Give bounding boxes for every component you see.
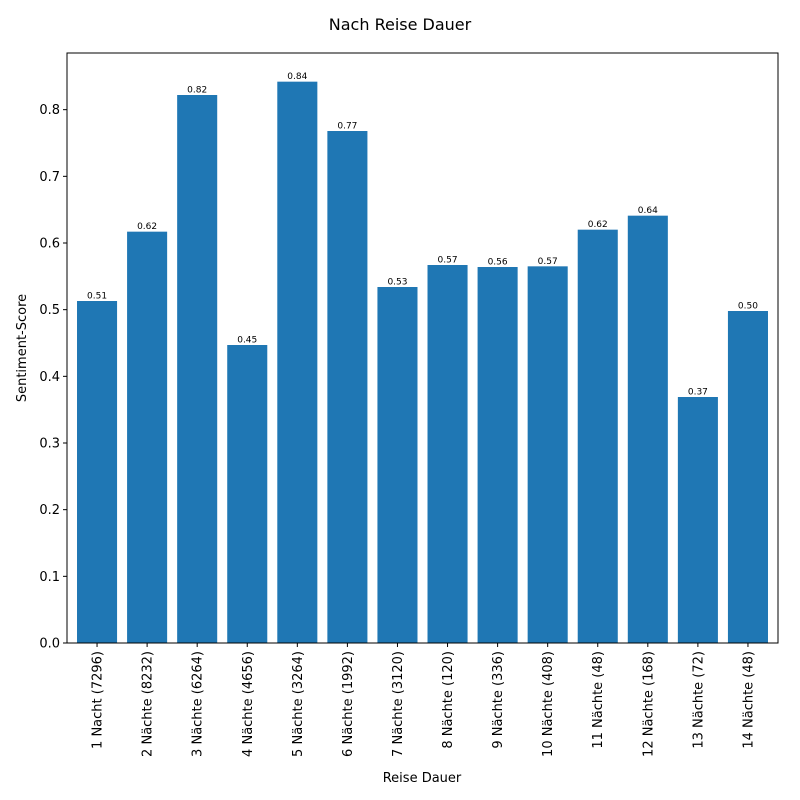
bar bbox=[377, 287, 418, 643]
bar bbox=[477, 267, 518, 643]
x-tick-label: 13 Nächte (72) bbox=[691, 651, 706, 749]
x-tick-label: 12 Nächte (168) bbox=[641, 651, 656, 757]
y-tick-label: 0.0 bbox=[39, 637, 60, 652]
bar-value-label: 0.53 bbox=[387, 278, 407, 288]
x-tick-label: 3 Nächte (6264) bbox=[191, 651, 206, 757]
y-tick-label: 0.5 bbox=[39, 303, 60, 318]
bar bbox=[577, 229, 618, 643]
x-tick-label: 11 Nächte (48) bbox=[591, 651, 606, 749]
x-tick-label: 8 Nächte (120) bbox=[441, 651, 456, 749]
x-tick-label: 10 Nächte (408) bbox=[541, 651, 556, 757]
bar bbox=[227, 345, 268, 643]
bar-value-label: 0.57 bbox=[438, 256, 458, 266]
bar-value-label: 0.84 bbox=[287, 72, 307, 82]
y-tick-label: 0.1 bbox=[39, 570, 60, 585]
x-tick-label: 7 Nächte (3120) bbox=[391, 651, 406, 757]
bar-value-label: 0.50 bbox=[738, 302, 758, 312]
x-tick-label: 9 Nächte (336) bbox=[491, 651, 506, 749]
bar-value-label: 0.77 bbox=[337, 122, 357, 132]
x-axis: 1 Nacht (7296) 2 Nächte (8232) 3 Nächte (6… bbox=[91, 643, 756, 757]
x-tick-label: 1 Nacht (7296) bbox=[91, 651, 106, 749]
y-tick-label: 0.4 bbox=[39, 370, 60, 385]
bar bbox=[277, 81, 318, 643]
x-tick-label: 14 Nächte (48) bbox=[741, 651, 756, 749]
y-tick-label: 0.8 bbox=[39, 103, 60, 118]
y-tick-label: 0.3 bbox=[39, 437, 60, 452]
y-tick-label: 0.2 bbox=[39, 503, 60, 518]
bar bbox=[177, 95, 218, 643]
chart-title: Nach Reise Dauer bbox=[329, 15, 472, 34]
bar-value-label: 0.82 bbox=[187, 86, 207, 96]
x-axis-label: Reise Dauer bbox=[383, 771, 462, 786]
bar bbox=[527, 266, 568, 643]
bar bbox=[627, 215, 668, 643]
bar-value-label: 0.62 bbox=[137, 222, 157, 232]
bar-value-label: 0.64 bbox=[638, 206, 658, 216]
bar bbox=[677, 397, 718, 643]
bar bbox=[727, 311, 768, 643]
plot-frame bbox=[66, 52, 779, 644]
x-tick-label: 4 Nächte (4656) bbox=[241, 651, 256, 757]
y-tick-label: 0.6 bbox=[39, 237, 60, 252]
bar bbox=[427, 265, 468, 643]
y-axis-label: Sentiment-Score bbox=[15, 294, 30, 402]
bar-value-label: 0.45 bbox=[237, 336, 257, 346]
bar bbox=[327, 131, 368, 643]
bar-value-label: 0.37 bbox=[688, 388, 708, 398]
bar-value-label: 0.57 bbox=[538, 257, 558, 267]
bar-value-label: 0.56 bbox=[488, 258, 508, 268]
y-axis: 0.0 0.1 0.2 0.3 0.4 0.5 0.6 0.7 0.8 bbox=[39, 103, 67, 652]
bar-series: 0.51 0.62 0.82 0.45 0.84 0.77 0.53 0.57 0.56 0.57… bbox=[77, 72, 768, 643]
x-tick-label: 2 Nächte (8232) bbox=[141, 651, 156, 757]
bar-value-label: 0.62 bbox=[588, 220, 608, 230]
bar-value-label: 0.51 bbox=[87, 292, 107, 302]
x-tick-label: 6 Nächte (1992) bbox=[341, 651, 356, 757]
x-tick-label: 5 Nächte (3264) bbox=[291, 651, 306, 757]
bar bbox=[77, 301, 118, 643]
y-tick-label: 0.7 bbox=[39, 170, 60, 185]
bar bbox=[127, 231, 168, 643]
